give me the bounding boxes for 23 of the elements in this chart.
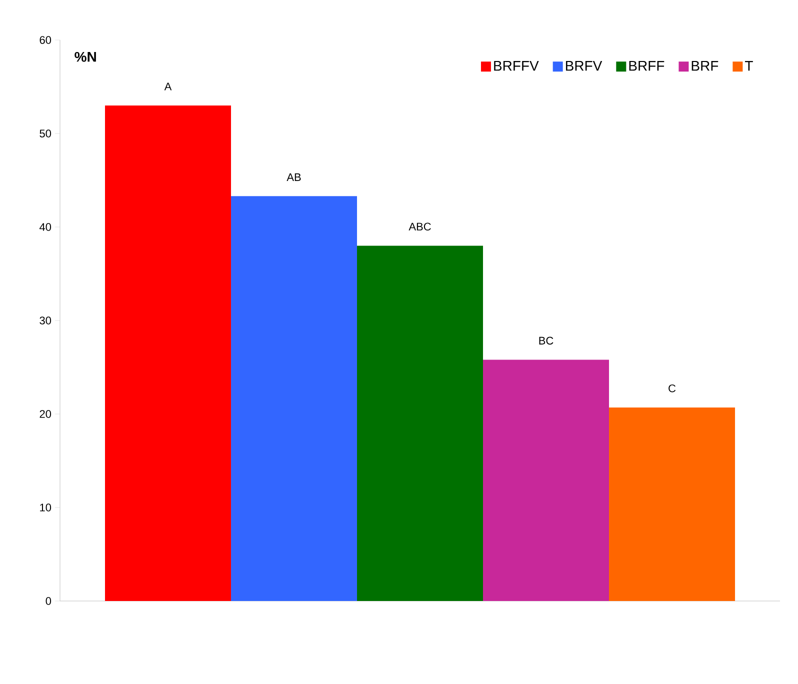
- legend-label: BRFFV: [494, 61, 539, 71]
- y-tick-label: 0: [46, 597, 52, 605]
- y-tick-label: 20: [40, 410, 52, 418]
- y-tick-label: 10: [40, 504, 52, 512]
- bar: [357, 246, 484, 601]
- y-tick-label: 40: [39, 223, 52, 231]
- y-tick-label: 60: [40, 36, 52, 44]
- bar: [609, 407, 736, 601]
- annotation: ABC: [408, 222, 431, 230]
- bar: [105, 105, 232, 601]
- legend-label: BRFV: [566, 61, 602, 71]
- annotation: AB: [286, 173, 301, 181]
- y-tick-label: 50: [40, 130, 52, 138]
- legend-label: BRF: [692, 61, 718, 71]
- bar: [483, 360, 610, 601]
- y-axis-title: %N: [74, 52, 96, 62]
- bar: [231, 196, 358, 601]
- y-tick-label: 30: [40, 316, 52, 324]
- annotation: C: [668, 384, 676, 392]
- legend-label: BRFF: [629, 61, 664, 71]
- annotation: BC: [539, 336, 554, 345]
- legend-label: T: [744, 61, 753, 71]
- annotation: A: [164, 82, 172, 90]
